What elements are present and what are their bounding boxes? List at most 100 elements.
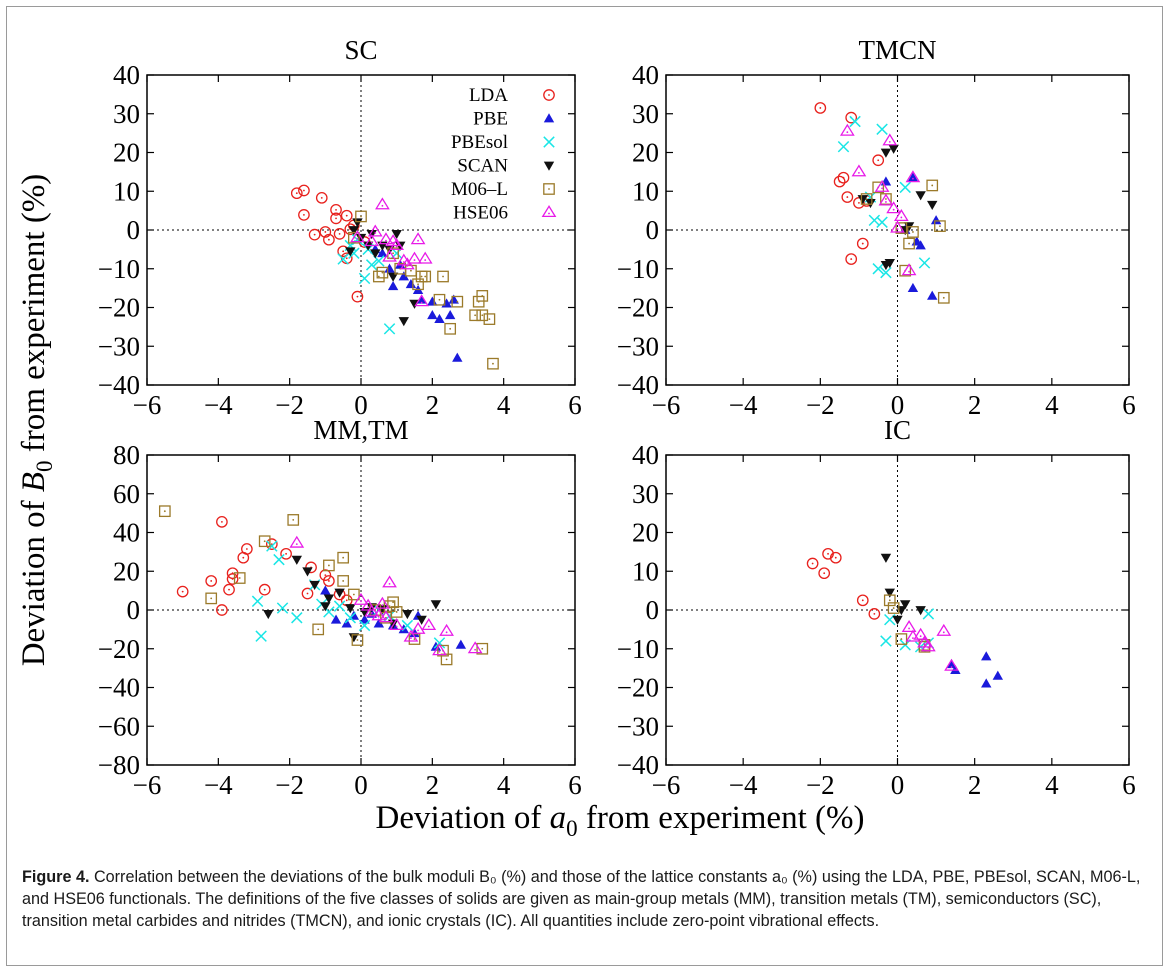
y-tick-label: −10: [617, 634, 659, 664]
data-point: [308, 228, 321, 241]
series-pbe: [880, 172, 942, 300]
data-point: [851, 164, 867, 177]
y-tick-label: 30: [632, 479, 659, 509]
y-tick-label: −60: [98, 711, 140, 741]
data-point: [301, 587, 314, 600]
legend-marker: [543, 113, 555, 123]
data-point: [320, 602, 331, 612]
data-point: [901, 619, 917, 632]
data-point: [451, 295, 464, 308]
y-tick-label: 20: [632, 518, 659, 548]
data-point: [410, 232, 426, 245]
data-point: [837, 171, 850, 184]
data-point: [414, 294, 429, 307]
y-tick-label: 60: [113, 479, 140, 509]
data-point: [412, 278, 424, 291]
data-point: [401, 619, 414, 632]
y-tick-label: 30: [632, 99, 659, 129]
data-point: [936, 623, 952, 636]
data-point: [915, 191, 926, 201]
data-point: [371, 608, 387, 621]
data-point: [487, 357, 499, 370]
data-point: [439, 623, 454, 636]
data-point: [398, 271, 409, 281]
data-point: [405, 279, 417, 289]
plot-frame: [665, 74, 1130, 386]
data-point: [351, 290, 364, 303]
data-point: [927, 290, 938, 300]
y-tick-label: 10: [632, 556, 659, 586]
x-tick-label: −4: [729, 770, 758, 800]
y-tick-label: −40: [617, 370, 659, 400]
data-point: [930, 215, 942, 225]
data-point: [337, 551, 350, 564]
x-tick-label: 2: [426, 770, 440, 800]
series-hse06: [289, 535, 483, 656]
data-point: [839, 123, 855, 136]
data-point: [398, 317, 409, 327]
legend-label: PBEsol: [451, 132, 508, 153]
series-lda: [806, 547, 881, 620]
data-point: [427, 310, 438, 320]
series-pbe: [320, 585, 467, 651]
data-point: [352, 218, 363, 228]
data-point: [312, 623, 325, 636]
legend-marker: [541, 205, 557, 218]
data-point: [350, 230, 365, 243]
data-point: [353, 592, 369, 605]
y-tick-label: 20: [113, 556, 140, 586]
data-point: [319, 226, 332, 238]
data-point: [886, 201, 902, 214]
data-point: [907, 172, 919, 182]
data-point: [276, 602, 289, 614]
data-point: [367, 224, 383, 237]
data-point: [263, 609, 274, 620]
data-point: [205, 575, 218, 587]
data-point: [845, 253, 858, 265]
data-point: [448, 294, 459, 304]
data-point: [918, 257, 931, 269]
y-tick-label: 80: [113, 440, 140, 470]
data-point: [444, 310, 456, 320]
data-point: [880, 266, 892, 279]
x-tick-label: 6: [568, 770, 582, 800]
data-point: [874, 179, 890, 192]
legend-marker: [543, 183, 555, 195]
legend-label: LDA: [469, 85, 508, 106]
data-point: [341, 618, 352, 628]
data-point: [280, 547, 292, 560]
data-point: [981, 678, 992, 688]
data-point: [433, 293, 446, 306]
data-point: [376, 266, 389, 279]
data-point: [882, 133, 898, 146]
x-tick-label: 0: [891, 770, 905, 800]
x-tick-label: 0: [354, 390, 368, 420]
data-point: [883, 594, 896, 607]
legend-marker: [543, 161, 555, 171]
legend-label: HSE06: [453, 203, 508, 224]
data-point: [483, 313, 496, 325]
data-point: [880, 148, 892, 158]
x-tick-label: 2: [968, 390, 982, 420]
data-point: [330, 614, 342, 624]
y-tick-label: 30: [113, 99, 140, 129]
data-point: [944, 658, 959, 671]
data-point: [876, 216, 888, 228]
caption-label: Figure 4.: [22, 868, 90, 886]
data-point: [223, 583, 235, 596]
plot-frame: [665, 454, 1130, 766]
data-point: [251, 595, 264, 608]
data-point: [389, 618, 405, 631]
data-point: [345, 604, 356, 614]
data-point: [158, 505, 171, 518]
legend-label: SCAN: [457, 156, 508, 177]
data-point: [387, 280, 399, 291]
legend-label: M06–L: [451, 179, 508, 200]
data-point: [415, 270, 428, 283]
data-point: [309, 580, 320, 591]
series-scan: [880, 553, 926, 625]
data-point: [416, 615, 427, 625]
data-point: [903, 237, 915, 250]
